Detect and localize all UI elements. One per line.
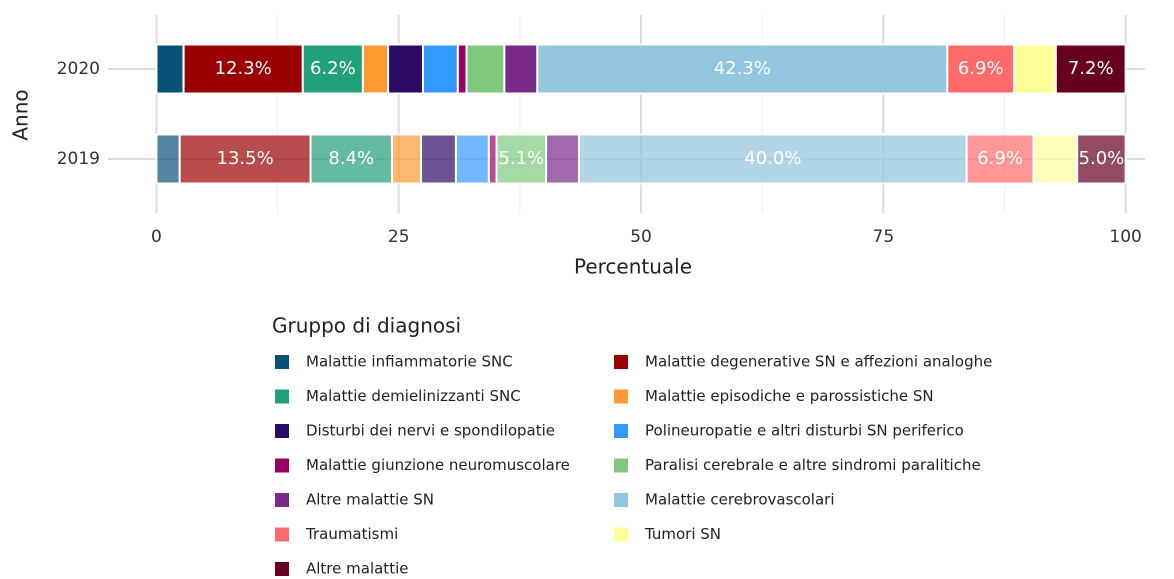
data-label: 5.1% [498, 148, 544, 169]
x-tick-label: 25 [388, 227, 410, 247]
bar-segment [946, 43, 1016, 95]
bar-segment [1054, 43, 1127, 95]
legend-label: Malattie giunzione neuromuscolare [306, 456, 570, 474]
legend-label: Malattie degenerative SN e affezioni ana… [645, 353, 992, 371]
bar-segment [456, 43, 468, 95]
legend-swatch [275, 562, 289, 576]
bar-segment [361, 43, 390, 95]
legend-swatch [275, 458, 289, 473]
bar-segment [301, 43, 364, 95]
legend-label: Altre malattie [306, 560, 408, 578]
data-label: 13.5% [217, 148, 274, 169]
legend-label: Paralisi cerebrale e altre sindromi para… [645, 456, 981, 474]
legend-label: Malattie episodiche e parossistiche SN [645, 387, 934, 405]
data-label: 40.0% [744, 148, 801, 169]
legend-label: Disturbi dei nervi e spondilopatie [306, 422, 555, 440]
legend-label: Traumatismi [305, 525, 398, 543]
data-label: 6.2% [310, 58, 356, 79]
bar-segment [454, 133, 490, 185]
bar-segment [421, 43, 459, 95]
data-label: 42.3% [714, 58, 771, 79]
y-tick-label: 2020 [57, 59, 100, 79]
y-axis-title: Anno [9, 89, 33, 140]
legend-swatch [614, 493, 628, 507]
legend-swatch [275, 389, 289, 404]
bar-segment [178, 133, 312, 185]
data-label: 6.9% [977, 148, 1023, 169]
data-label: 7.2% [1068, 58, 1114, 79]
legend-swatch [275, 424, 289, 438]
bar-segment [420, 133, 457, 185]
data-label: 12.3% [215, 58, 272, 79]
legend-label: Altre malattie SN [306, 491, 434, 509]
bar-segment [1032, 133, 1079, 185]
legend-swatch [275, 355, 289, 369]
bar-segment [503, 43, 539, 95]
x-tick-label: 100 [1109, 227, 1141, 247]
legend-label: Polineuropatie e altri disturbi SN perif… [645, 422, 964, 440]
legend-swatch [275, 527, 289, 542]
bar-segment [387, 43, 424, 95]
y-tick-label: 2019 [57, 149, 100, 169]
data-label: 5.0% [1079, 148, 1125, 169]
bar-segment [487, 133, 498, 185]
data-label: 8.4% [328, 148, 374, 169]
x-tick-label: 75 [873, 227, 895, 247]
x-tick-label: 50 [630, 227, 652, 247]
bar-segment [155, 133, 181, 185]
legend-swatch [614, 355, 628, 369]
bar-segment [545, 133, 581, 185]
legend-label: Tumori SN [644, 525, 721, 543]
x-tick-label: 0 [151, 227, 162, 247]
legend-label: Malattie cerebrovascolari [645, 491, 835, 509]
bar-segment [578, 133, 968, 185]
bar-segment [390, 133, 423, 185]
data-label: 6.9% [958, 58, 1004, 79]
legend-label: Malattie infiammatorie SNC [306, 353, 513, 371]
legend-swatch [275, 493, 289, 507]
bar-segment [465, 43, 506, 95]
x-axis-title: Percentuale [574, 255, 692, 279]
bar-segment [1076, 133, 1127, 185]
legend-title: Gruppo di diagnosi [272, 314, 461, 338]
bar-segment [155, 43, 185, 95]
legend-swatch [614, 527, 628, 542]
bar-segment [309, 133, 393, 185]
legend-swatch [614, 424, 628, 438]
bar-segment [1013, 43, 1057, 95]
legend-label: Malattie demielinizzanti SNC [306, 387, 521, 405]
bar-segment [182, 43, 304, 95]
legend-swatch [614, 458, 628, 473]
legend-swatch [614, 389, 628, 404]
